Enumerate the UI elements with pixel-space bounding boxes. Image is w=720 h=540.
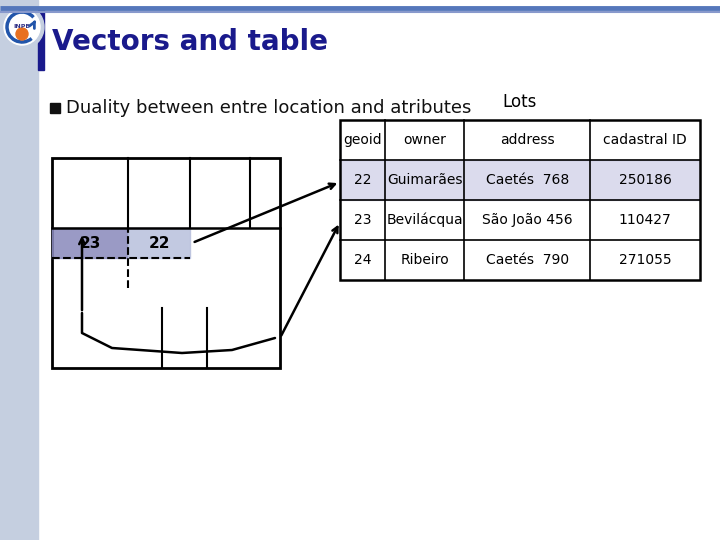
Text: 271055: 271055 — [618, 253, 672, 267]
Bar — [52, 158, 280, 368]
Circle shape — [0, 5, 44, 49]
Text: São João 456: São João 456 — [482, 213, 572, 227]
Bar — [52, 228, 128, 258]
Text: Bevilácqua: Bevilácqua — [387, 213, 463, 227]
Circle shape — [16, 28, 28, 40]
Text: 22: 22 — [148, 235, 170, 251]
Circle shape — [4, 9, 40, 45]
Bar — [128, 228, 190, 258]
Text: Caetés  768: Caetés 768 — [485, 173, 569, 187]
Text: Guimarães: Guimarães — [387, 173, 462, 187]
Text: cadastral ID: cadastral ID — [603, 133, 687, 147]
Bar — [50, 103, 60, 113]
Text: 250186: 250186 — [618, 173, 672, 187]
Bar — [340, 160, 700, 200]
Text: Ribeiro: Ribeiro — [400, 253, 449, 267]
Text: 24: 24 — [354, 253, 372, 267]
Text: Lots: Lots — [503, 93, 537, 111]
Text: Vectors and table: Vectors and table — [52, 28, 328, 56]
Text: geoid: geoid — [343, 133, 382, 147]
Text: Duality between entre location and atributes: Duality between entre location and atrib… — [66, 99, 472, 117]
Text: 22: 22 — [354, 173, 372, 187]
Text: address: address — [500, 133, 554, 147]
Text: 23: 23 — [79, 235, 101, 251]
Bar — [38, 10, 44, 70]
Bar — [0, 0, 38, 540]
Text: Caetés  790: Caetés 790 — [485, 253, 569, 267]
Bar — [340, 120, 700, 280]
Text: 110427: 110427 — [618, 213, 672, 227]
Text: INPE: INPE — [14, 24, 30, 29]
Text: owner: owner — [403, 133, 446, 147]
Text: 23: 23 — [354, 213, 372, 227]
